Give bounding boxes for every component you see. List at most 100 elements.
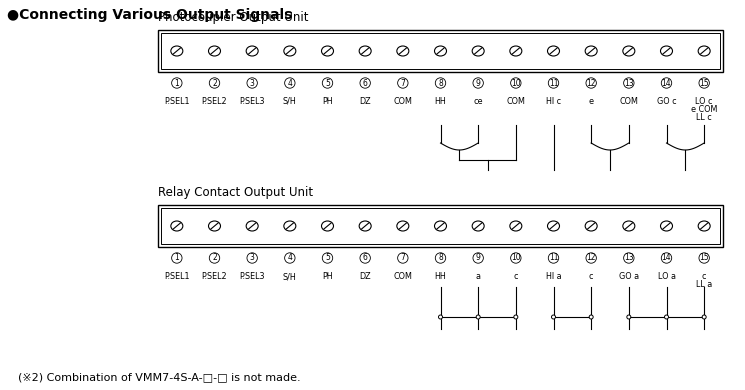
Text: a: a: [475, 272, 481, 281]
Text: 7: 7: [400, 254, 405, 262]
Ellipse shape: [209, 46, 221, 56]
Text: ce: ce: [473, 97, 483, 106]
Text: 1: 1: [174, 78, 180, 87]
Text: c: c: [589, 272, 594, 281]
Text: 13: 13: [624, 254, 634, 262]
Text: 1: 1: [174, 254, 180, 262]
Text: 3: 3: [250, 78, 255, 87]
Text: c: c: [513, 272, 518, 281]
Ellipse shape: [397, 46, 409, 56]
Text: S/H: S/H: [283, 272, 297, 281]
Text: LL c: LL c: [697, 113, 712, 122]
Ellipse shape: [661, 221, 673, 231]
Text: 7: 7: [400, 78, 405, 87]
Bar: [161, 208, 720, 244]
Text: P.SEL2: P.SEL2: [202, 97, 227, 106]
Circle shape: [439, 315, 443, 319]
Ellipse shape: [434, 46, 446, 56]
Ellipse shape: [698, 221, 710, 231]
Text: 10: 10: [511, 254, 521, 262]
Text: 14: 14: [662, 78, 671, 87]
Text: 11: 11: [549, 78, 558, 87]
Text: 9: 9: [476, 254, 481, 262]
Text: DZ: DZ: [359, 272, 371, 281]
Text: 5: 5: [325, 254, 330, 262]
Text: HH: HH: [434, 272, 446, 281]
Text: 4: 4: [288, 254, 292, 262]
Text: DZ: DZ: [359, 97, 371, 106]
Text: 2: 2: [212, 254, 217, 262]
Text: 9: 9: [476, 78, 481, 87]
Ellipse shape: [548, 46, 559, 56]
Circle shape: [476, 315, 481, 319]
Circle shape: [665, 315, 668, 319]
Ellipse shape: [661, 46, 673, 56]
Ellipse shape: [284, 46, 296, 56]
Text: S/H: S/H: [283, 97, 297, 106]
Ellipse shape: [359, 46, 371, 56]
Text: 11: 11: [549, 254, 558, 262]
Text: LO a: LO a: [658, 272, 676, 281]
Bar: [158, 30, 723, 72]
Circle shape: [703, 315, 706, 319]
Ellipse shape: [585, 221, 597, 231]
Text: 5: 5: [325, 78, 330, 87]
Text: P.SEL3: P.SEL3: [239, 272, 265, 281]
Text: GO a: GO a: [619, 272, 639, 281]
Ellipse shape: [322, 46, 334, 56]
Text: 15: 15: [700, 254, 709, 262]
Text: LO c: LO c: [695, 97, 713, 106]
Text: c: c: [702, 272, 706, 281]
Text: PH: PH: [322, 97, 333, 106]
Ellipse shape: [434, 221, 446, 231]
Text: P.SEL1: P.SEL1: [164, 272, 189, 281]
Text: 8: 8: [438, 254, 443, 262]
Text: 12: 12: [586, 78, 596, 87]
Text: e: e: [589, 97, 594, 106]
Text: 15: 15: [700, 78, 709, 87]
Text: HI c: HI c: [546, 97, 561, 106]
Ellipse shape: [698, 46, 710, 56]
Ellipse shape: [171, 221, 183, 231]
Text: ●Connecting Various Output Signals: ●Connecting Various Output Signals: [7, 8, 292, 22]
Text: 4: 4: [288, 78, 292, 87]
Text: COM: COM: [393, 97, 412, 106]
Ellipse shape: [510, 221, 522, 231]
Text: e COM: e COM: [691, 105, 717, 114]
Text: (※2) Combination of VMM7-4S-A-□-□ is not made.: (※2) Combination of VMM7-4S-A-□-□ is not…: [18, 372, 301, 382]
Text: Photocoupler Output Unit: Photocoupler Output Unit: [158, 11, 308, 24]
Text: P.SEL2: P.SEL2: [202, 272, 227, 281]
Text: GO c: GO c: [656, 97, 676, 106]
Text: 8: 8: [438, 78, 443, 87]
Text: HI a: HI a: [545, 272, 561, 281]
Ellipse shape: [359, 221, 371, 231]
Text: PH: PH: [322, 272, 333, 281]
Circle shape: [627, 315, 631, 319]
Ellipse shape: [246, 46, 259, 56]
Ellipse shape: [209, 221, 221, 231]
Circle shape: [514, 315, 518, 319]
Ellipse shape: [472, 221, 484, 231]
Text: 12: 12: [586, 254, 596, 262]
Ellipse shape: [284, 221, 296, 231]
Text: COM: COM: [507, 97, 525, 106]
Bar: [158, 205, 723, 247]
Text: 3: 3: [250, 254, 255, 262]
Text: P.SEL1: P.SEL1: [164, 97, 189, 106]
Ellipse shape: [585, 46, 597, 56]
Text: P.SEL3: P.SEL3: [239, 97, 265, 106]
Text: Relay Contact Output Unit: Relay Contact Output Unit: [158, 186, 313, 199]
Ellipse shape: [246, 221, 259, 231]
Text: 14: 14: [662, 254, 671, 262]
Circle shape: [551, 315, 556, 319]
Text: COM: COM: [393, 272, 412, 281]
Text: 6: 6: [363, 254, 367, 262]
Ellipse shape: [548, 221, 559, 231]
Text: 10: 10: [511, 78, 521, 87]
Text: 6: 6: [363, 78, 367, 87]
Text: HH: HH: [434, 97, 446, 106]
Text: 13: 13: [624, 78, 634, 87]
Circle shape: [589, 315, 593, 319]
Ellipse shape: [397, 221, 409, 231]
Ellipse shape: [623, 221, 635, 231]
